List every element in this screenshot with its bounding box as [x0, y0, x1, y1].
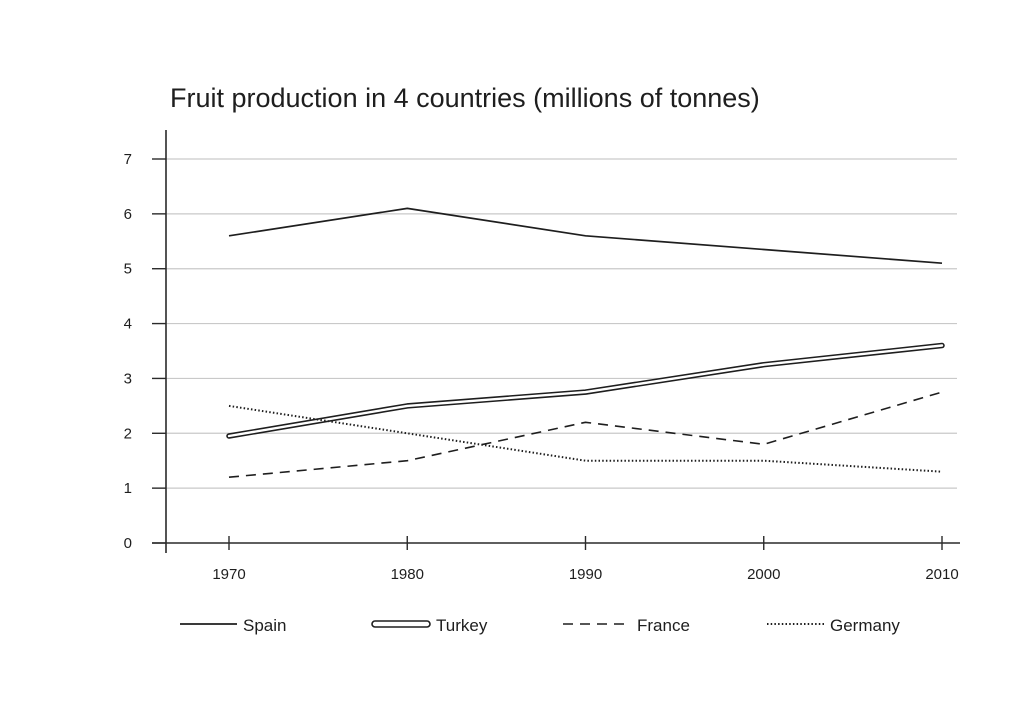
x-tick-label: 1990 [569, 566, 602, 583]
x-tick-label: 1970 [212, 566, 245, 583]
y-tick-label: 6 [124, 206, 132, 223]
series-lines [226, 207, 945, 478]
legend-label-france: France [637, 616, 690, 635]
x-tick-label: 2010 [925, 566, 958, 583]
y-tick-label: 7 [124, 151, 132, 168]
x-tick-label: 2000 [747, 566, 780, 583]
legend-label-turkey: Turkey [436, 616, 488, 635]
y-tick-label: 5 [124, 261, 132, 278]
series-line-turkey-inner [227, 344, 944, 438]
legend: Spain Turkey France Germany [180, 616, 900, 635]
legend-label-spain: Spain [243, 616, 286, 635]
legend-label-germany: Germany [830, 616, 900, 635]
series-line-france [228, 391, 943, 478]
legend-swatch-turkey [371, 620, 431, 628]
chart-title: Fruit production in 4 countries (million… [170, 83, 760, 113]
x-tick-label: 1980 [391, 566, 424, 583]
y-axis-ticks: 0 1 2 3 4 5 6 7 [124, 151, 166, 552]
x-axis-ticks: 1970 1980 1990 2000 2010 [212, 536, 959, 583]
y-tick-label: 1 [124, 480, 132, 497]
y-tick-label: 2 [124, 425, 132, 442]
y-tick-label: 4 [124, 316, 132, 333]
y-tick-label: 3 [124, 370, 132, 387]
grid-lines [166, 158, 957, 489]
series-line-spain [228, 207, 943, 265]
y-tick-label: 0 [124, 535, 132, 552]
